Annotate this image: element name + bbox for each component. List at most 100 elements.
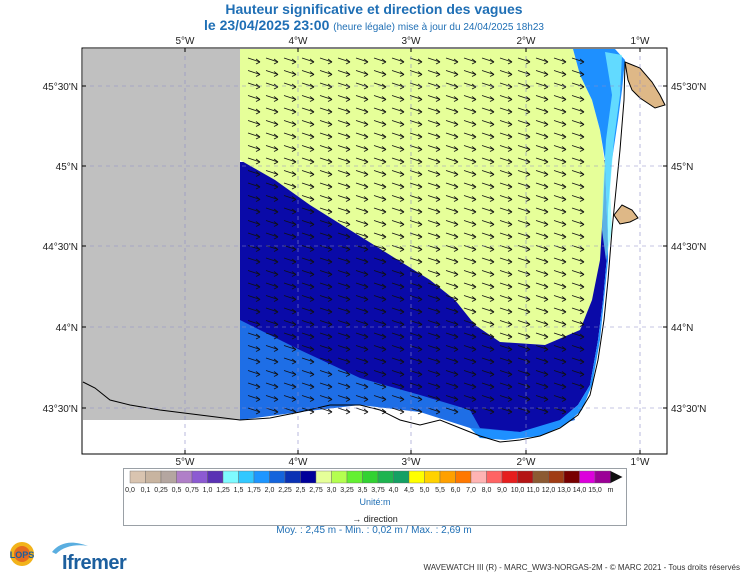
wave-arrow-head <box>327 171 333 177</box>
wave-arrow-head <box>579 58 585 65</box>
wave-arrow <box>319 145 333 150</box>
wave-arrow <box>355 345 369 350</box>
wave-arrow-head <box>561 146 567 152</box>
wave-arrow-head <box>507 346 513 352</box>
wave-arrow-head <box>345 258 351 265</box>
legend-swatch <box>191 470 208 484</box>
wave-arrow <box>463 107 477 113</box>
ifremer-logo-wave <box>52 542 88 554</box>
wave-arrow-head <box>273 283 279 290</box>
wave-arrow <box>553 295 567 300</box>
wave-arrow <box>427 207 441 213</box>
wave-arrow-head <box>345 183 351 190</box>
wave-arrow-head <box>435 96 441 102</box>
legend-swatch <box>315 470 332 484</box>
wave-arrow-head <box>489 196 495 202</box>
wave-arrow-head <box>417 333 423 340</box>
wave-arrow-head <box>309 208 315 215</box>
legend-tick-label: 2,0 <box>264 487 275 494</box>
wave-arrow <box>319 132 333 138</box>
wave-arrow <box>391 295 405 300</box>
legend-color-bar <box>129 470 623 484</box>
wave-arrow-head <box>543 221 549 227</box>
wave-arrow-head <box>291 133 297 140</box>
lon-label-bottom-4w: 4°W <box>289 457 309 468</box>
wave-arrow-head <box>525 71 531 77</box>
wave-arrow <box>265 307 279 313</box>
legend-swatch <box>486 470 503 484</box>
wave-arrow-head <box>489 333 495 340</box>
wave-arrow-head <box>579 146 585 152</box>
wave-arrow <box>481 370 495 375</box>
wave-arrow <box>265 120 279 125</box>
wave-arrow-head <box>363 121 369 127</box>
wave-arrow <box>337 182 351 188</box>
wave-arrow-head <box>561 333 567 340</box>
wave-arrow <box>373 232 387 238</box>
wave-arrow-head <box>507 83 513 90</box>
wave-arrow <box>355 395 369 400</box>
wave-arrow <box>391 107 405 113</box>
wave-arrow-head <box>435 146 441 152</box>
wave-arrow <box>247 395 261 400</box>
wave-arrow-head <box>579 258 585 265</box>
wave-arrow <box>445 107 459 113</box>
wave-arrow <box>463 82 477 88</box>
wave-arrow-head <box>273 196 279 202</box>
wave-arrow-head <box>489 71 495 77</box>
wave-arrow-head <box>363 83 369 90</box>
wave-arrow <box>265 370 279 375</box>
wave-arrow <box>553 407 567 413</box>
wave-arrow-head <box>525 271 531 277</box>
wave-arrow-head <box>525 58 531 65</box>
wave-arrow <box>319 170 333 175</box>
wave-arrow <box>319 320 333 325</box>
wave-arrow-head <box>525 308 531 315</box>
wave-arrow <box>265 220 279 225</box>
wave-arrow <box>355 157 369 163</box>
wave-arrow-head <box>345 371 351 377</box>
wave-arrow <box>553 82 567 88</box>
lat-label-left-45-30: 45°30'N <box>43 82 78 93</box>
wave-arrow <box>265 195 279 200</box>
wave-map: 5°W 4°W 3°W 2°W 1°W 5°W 4°W 3°W 2°W 1°W … <box>43 36 707 468</box>
lat-label-left-45: 45°N <box>56 162 78 173</box>
wave-arrow-head <box>381 396 387 402</box>
wave-arrow-head <box>399 383 405 390</box>
wave-arrow <box>391 220 405 225</box>
wave-arrow <box>553 182 567 188</box>
lon-label-top-4w: 4°W <box>289 36 309 47</box>
wave-arrow-head <box>399 246 405 252</box>
wave-arrow-head <box>291 146 297 152</box>
wave-arrow-head <box>543 121 549 127</box>
wave-arrow <box>409 345 423 350</box>
wave-arrow-head <box>453 246 459 252</box>
wave-arrow <box>355 370 369 375</box>
wave-arrow-head <box>273 358 279 365</box>
wave-arrow-head <box>471 96 477 102</box>
wave-arrow <box>337 270 351 275</box>
wave-arrow <box>517 220 531 225</box>
wave-arrow-head <box>417 71 423 77</box>
wave-arrow <box>283 357 297 363</box>
wave-arrow-head <box>363 58 369 65</box>
wave-arrow-head <box>525 158 531 165</box>
wave-arrow <box>373 370 387 375</box>
wave-arrow <box>517 107 531 113</box>
wave-arrow-head <box>417 233 423 240</box>
wave-arrow-head <box>489 121 495 127</box>
wave-arrow <box>535 270 549 275</box>
wave-arrow-head <box>579 108 585 115</box>
wave-arrow-head <box>579 196 585 202</box>
wave-arrow-head <box>561 283 567 290</box>
wave-arrow <box>535 370 549 375</box>
wave-arrow <box>535 195 549 200</box>
wave-arrow <box>319 270 333 275</box>
wave-arrow <box>517 320 531 325</box>
wave-arrow <box>355 282 369 288</box>
wave-arrow <box>301 382 315 388</box>
wave-arrow-head <box>453 308 459 315</box>
wave-arrow-head <box>399 333 405 340</box>
wave-arrow <box>247 382 261 388</box>
wave-arrow-head <box>561 108 567 115</box>
